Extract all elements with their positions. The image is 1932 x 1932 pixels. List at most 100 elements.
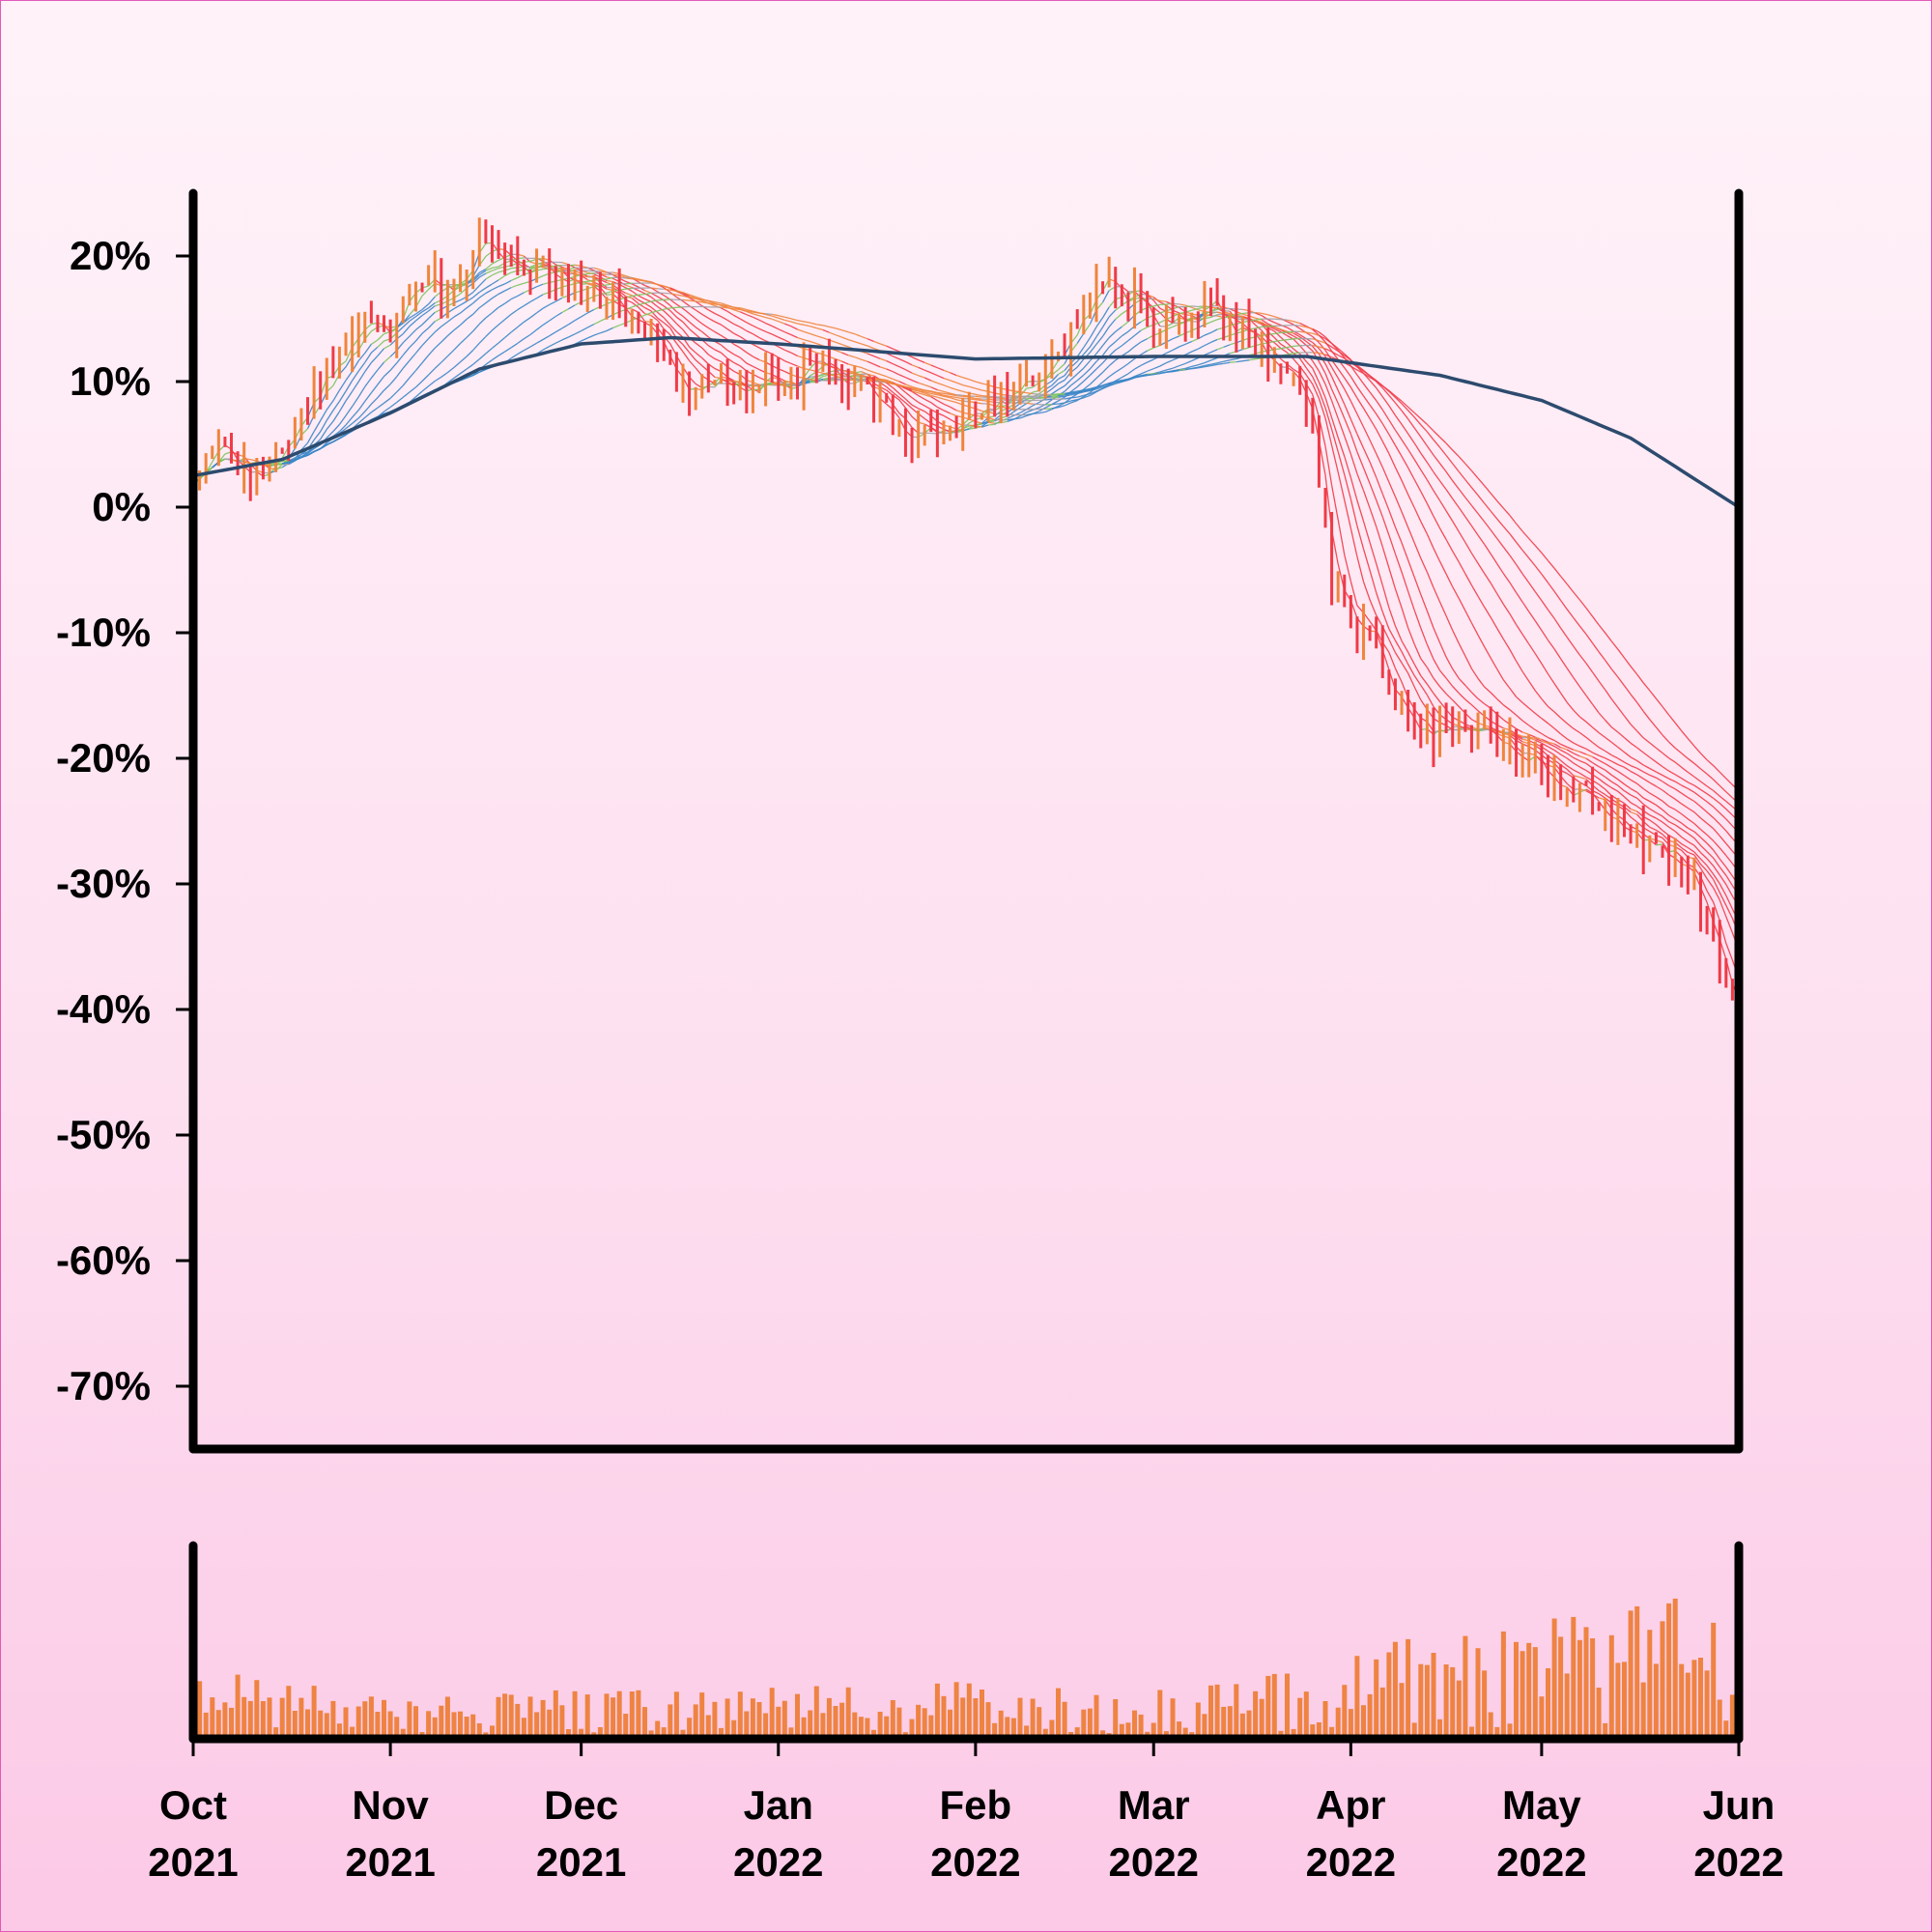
volume-bar	[744, 1711, 750, 1739]
ribbon-segment	[1198, 364, 1206, 368]
ribbon-segment	[1534, 545, 1543, 554]
ribbon-segment	[421, 307, 429, 313]
ribbon-segment	[1108, 330, 1117, 339]
ribbon-segment	[1706, 870, 1715, 880]
ribbon-segment	[1528, 557, 1536, 567]
ribbon-segment	[1534, 690, 1543, 699]
ribbon-segment	[1401, 403, 1409, 412]
volume-bar	[572, 1690, 578, 1739]
ribbon-segment	[1407, 651, 1415, 665]
ribbon-segment	[1381, 396, 1390, 407]
volume-bar	[355, 1706, 361, 1739]
ribbon-segment	[893, 355, 900, 360]
volume-bar	[922, 1708, 927, 1739]
ribbon-segment	[377, 348, 384, 356]
ribbon-segment	[1693, 831, 1701, 838]
ribbon-segment	[1611, 754, 1619, 759]
ribbon-segment	[1636, 791, 1644, 799]
ribbon-segment	[861, 343, 868, 347]
ribbon-segment	[1578, 654, 1587, 664]
ribbon-segment	[1719, 795, 1727, 803]
ribbon-segment	[1045, 398, 1052, 401]
ribbon-segment	[943, 403, 951, 408]
ribbon-segment	[1719, 835, 1727, 844]
ribbon-segment	[1077, 397, 1084, 401]
ribbon-segment	[428, 347, 436, 356]
ribbon-segment	[1287, 319, 1294, 323]
volume-bar	[1546, 1668, 1550, 1739]
volume-bar	[1482, 1670, 1488, 1739]
ribbon-segment	[1642, 778, 1651, 783]
volume-bar	[1329, 1726, 1335, 1739]
ribbon-segment	[1516, 696, 1523, 703]
ribbon-segment	[1305, 345, 1314, 352]
volume-bar	[286, 1686, 292, 1739]
ribbon-segment	[1438, 463, 1447, 472]
ribbon-segment	[357, 385, 366, 398]
ribbon-segment	[1312, 338, 1320, 342]
ribbon-segment	[950, 372, 957, 377]
ribbon-segment	[943, 390, 951, 394]
ribbon-segment	[1674, 747, 1683, 754]
ribbon-segment	[1191, 305, 1199, 308]
ribbon-segment	[911, 372, 919, 377]
ribbon-segment	[943, 394, 951, 398]
volume-bar	[1005, 1717, 1010, 1739]
volume-bar	[279, 1697, 285, 1739]
ribbon-segment	[746, 310, 753, 315]
ribbon-segment	[918, 394, 925, 400]
ribbon-segment	[1299, 357, 1307, 369]
ribbon-segment	[510, 284, 519, 289]
ribbon-segment	[1713, 840, 1720, 849]
ribbon-segment	[554, 311, 563, 318]
ribbon-segment	[1681, 784, 1689, 789]
ribbon-segment	[1438, 499, 1447, 512]
ribbon-segment	[1306, 331, 1313, 334]
volume-bar	[451, 1712, 457, 1739]
ribbon-segment	[345, 422, 354, 430]
ribbon-segment	[1376, 592, 1383, 612]
ribbon-segment	[721, 302, 728, 306]
ribbon-segment	[1706, 878, 1715, 889]
ribbon-segment	[1312, 352, 1320, 355]
ribbon-segment	[1700, 796, 1708, 803]
ribbon-segment	[1719, 771, 1727, 780]
ribbon-segment	[924, 391, 931, 395]
ribbon-segment	[574, 330, 582, 335]
ribbon-segment	[1108, 319, 1117, 327]
ribbon-segment	[1548, 705, 1555, 713]
ribbon-segment	[1350, 527, 1358, 557]
ribbon-segment	[854, 333, 862, 337]
ribbon-segment	[937, 392, 945, 396]
ribbon-segment	[1592, 742, 1600, 749]
ribbon-segment	[1490, 616, 1498, 629]
ribbon-segment	[1420, 417, 1428, 425]
ribbon-segment	[1452, 551, 1460, 563]
ribbon-segment	[1566, 637, 1575, 647]
ribbon-segment	[701, 305, 709, 308]
volume-bar	[508, 1694, 514, 1739]
ribbon-segment	[1356, 374, 1365, 384]
ribbon-segment	[524, 346, 531, 352]
ribbon-segment	[1700, 864, 1708, 872]
volume-bar	[909, 1719, 915, 1739]
ribbon-segment	[701, 313, 709, 319]
ribbon-segment	[1617, 707, 1626, 717]
ribbon-segment	[332, 424, 340, 433]
volume-bar	[1316, 1722, 1321, 1739]
ribbon-segment	[701, 347, 709, 355]
ribbon-segment	[778, 321, 785, 325]
volume-bar	[432, 1717, 438, 1739]
ribbon-segment	[1318, 360, 1326, 374]
ribbon-segment	[1267, 314, 1275, 318]
ribbon-segment	[664, 307, 670, 310]
ribbon-segment	[835, 350, 842, 354]
ribbon-segment	[708, 299, 716, 303]
ribbon-segment	[1636, 774, 1644, 780]
ribbon-segment	[848, 331, 855, 335]
volume-bar	[1443, 1664, 1449, 1739]
ribbon-segment	[1605, 782, 1612, 789]
ribbon-segment	[873, 355, 881, 359]
ribbon-segment	[478, 292, 487, 298]
ribbon-segment	[1560, 576, 1568, 585]
